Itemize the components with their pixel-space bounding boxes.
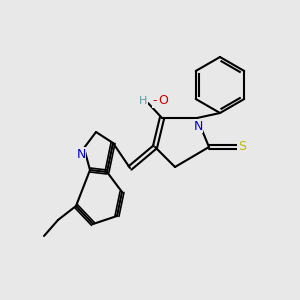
- Text: O: O: [158, 94, 168, 106]
- Text: N: N: [76, 148, 86, 160]
- Text: -: -: [153, 94, 157, 107]
- Text: N: N: [193, 119, 203, 133]
- Text: S: S: [238, 140, 246, 154]
- Text: H: H: [139, 96, 147, 106]
